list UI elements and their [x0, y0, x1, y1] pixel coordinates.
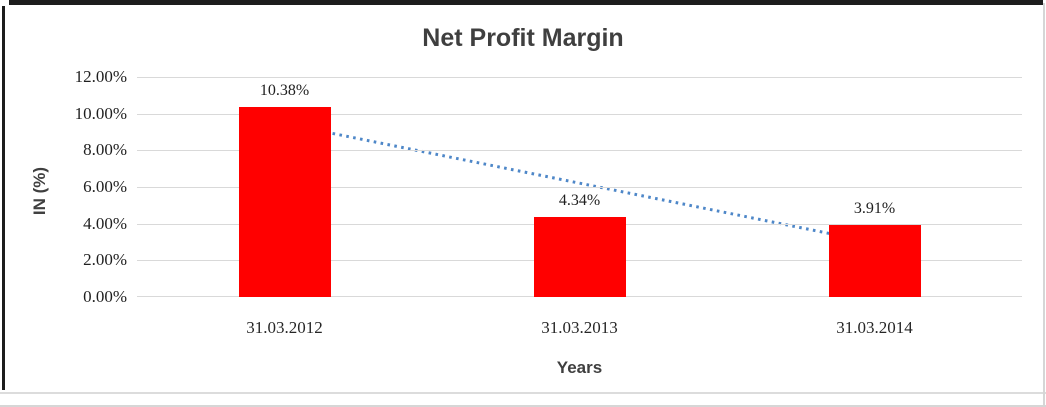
bar [828, 225, 921, 297]
bar-value-label: 10.38% [259, 81, 310, 99]
y-tick-label: 6.00% [83, 177, 127, 196]
gridline [137, 77, 1022, 78]
bar [238, 106, 331, 297]
gridline [137, 150, 1022, 152]
category-label: 31.03.2013 [541, 318, 618, 337]
category-label: 31.03.2012 [246, 318, 323, 337]
frame-border-top [9, 0, 1043, 5]
y-axis-tick-labels: 0.00% 2.00% 4.00% 6.00% 8.00% 10.00% 12.00% [0, 68, 127, 306]
gridline [137, 113, 1022, 115]
trendline-segment [284, 122, 875, 245]
plot-area: 10.38% 4.34% 3.91% [137, 77, 1022, 297]
x-axis-category-labels: 31.03.2012 31.03.2013 31.03.2014 [137, 318, 1022, 340]
gridline [137, 187, 1022, 188]
y-tick-label: 0.00% [83, 287, 127, 306]
frame-border-inner-bottom [0, 392, 1046, 394]
frame-border-right [1043, 3, 1045, 407]
y-tick-label: 10.00% [74, 103, 127, 123]
x-axis-title: Years [556, 358, 603, 377]
chart-title: Net Profit Margin [422, 24, 624, 52]
y-tick-label: 4.00% [83, 213, 127, 233]
bar-value-label: 3.91% [853, 200, 896, 218]
bar-value-label: 4.34% [558, 192, 601, 210]
y-tick-label: 2.00% [83, 250, 127, 270]
frame-border-left [2, 6, 5, 390]
category-label: 31.03.2014 [836, 318, 913, 337]
y-tick-label: 12.00% [74, 67, 127, 86]
bar [533, 217, 626, 297]
frame-border-bottom [0, 405, 1046, 407]
trendline [284, 122, 875, 245]
y-tick-label: 8.00% [83, 140, 127, 160]
